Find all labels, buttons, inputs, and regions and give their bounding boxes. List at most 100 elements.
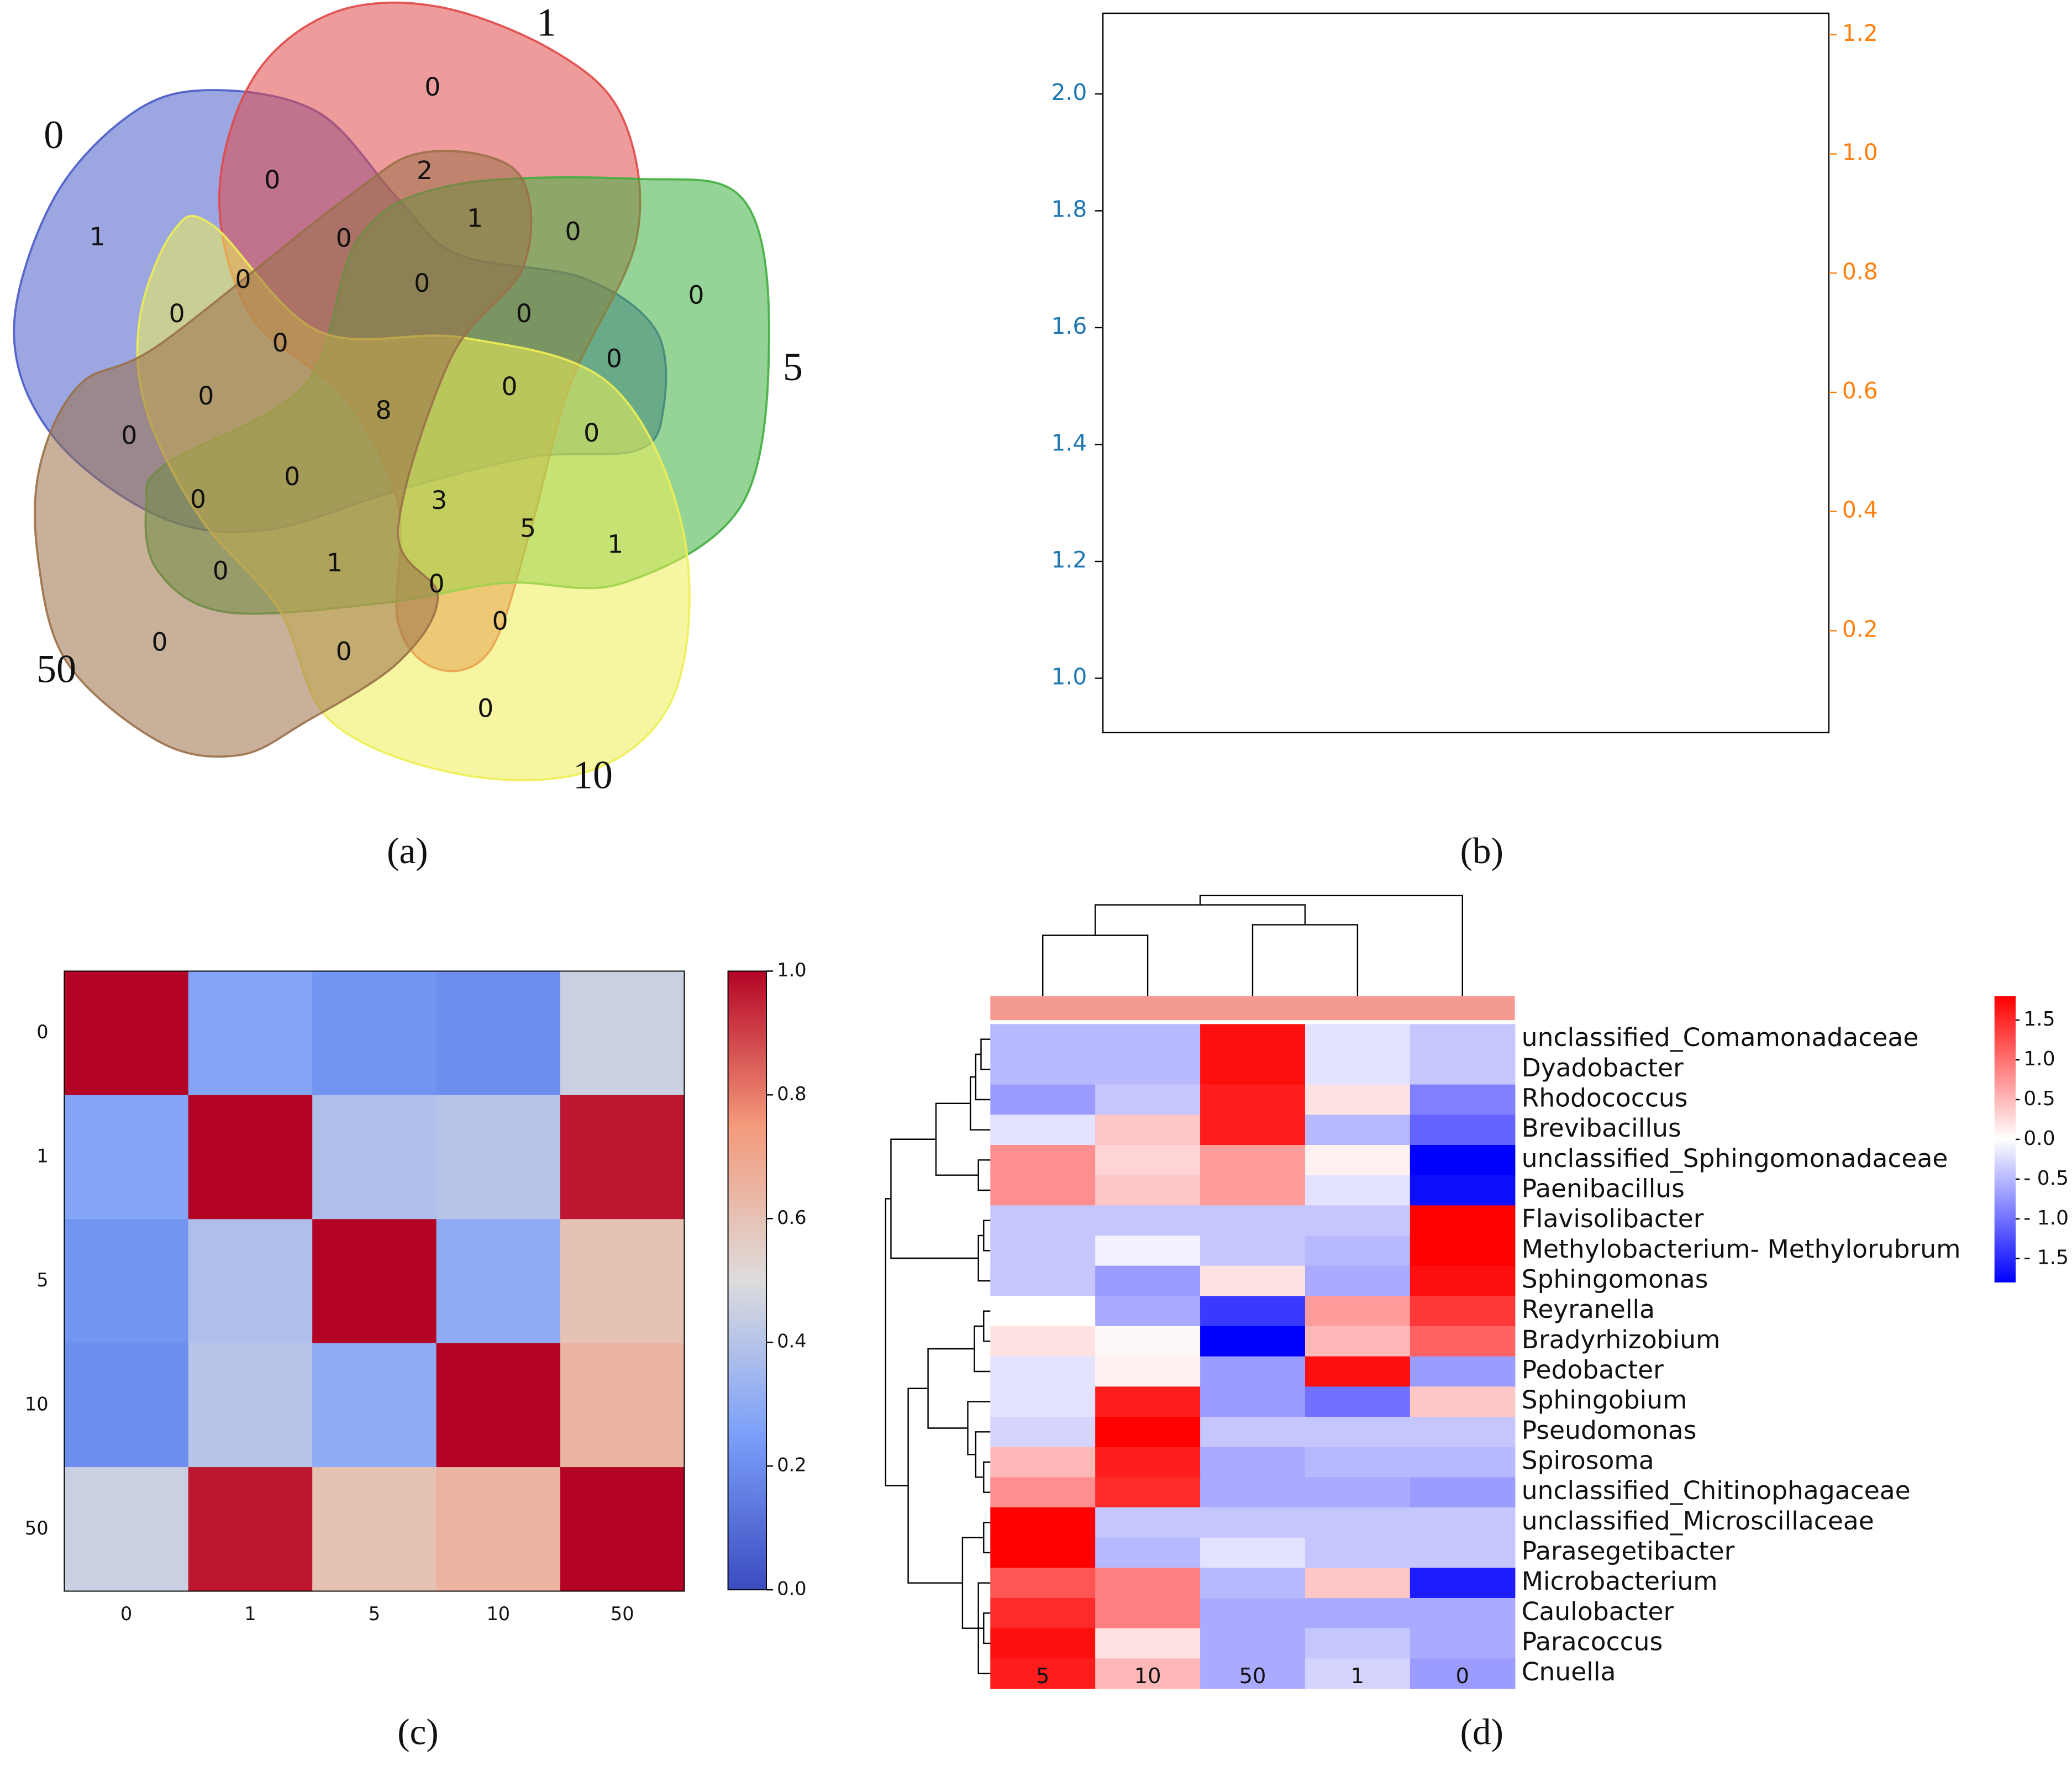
heat-cell xyxy=(990,1386,1096,1417)
heat-cell xyxy=(436,1095,561,1220)
x-tick-label: 50 xyxy=(611,1603,634,1625)
colorbar-tick-label: 0.8 xyxy=(777,1083,806,1105)
heat-cell xyxy=(1305,1296,1411,1327)
region-count: 5 xyxy=(520,514,536,543)
heat-cell xyxy=(1410,1597,1516,1629)
y-tick-label: 1 xyxy=(36,1145,48,1167)
heat-cell xyxy=(1305,1265,1411,1297)
colorbar-tick-label: - 0.5 xyxy=(2023,1167,2069,1190)
heat-cell xyxy=(1410,1507,1516,1538)
heat-cell xyxy=(1200,1205,1306,1236)
heat-cell xyxy=(1410,1024,1516,1055)
heat-cell xyxy=(1305,1145,1411,1176)
row-label: unclassified_Sphingomonadaceae xyxy=(1522,1144,1948,1173)
venn-set xyxy=(33,150,533,758)
heat-cell xyxy=(1200,1145,1306,1176)
region-count: 0 xyxy=(477,694,493,723)
dendrogram-branch xyxy=(983,1522,991,1554)
heat-cell xyxy=(1200,1658,1306,1689)
heat-cell xyxy=(1305,1386,1411,1417)
heat-cell xyxy=(64,1219,189,1344)
dendrogram-branch xyxy=(1199,895,1463,996)
y-tick-label: 1.2 xyxy=(1051,546,1087,573)
panel-label: (a) xyxy=(387,830,428,871)
heat-cell xyxy=(990,1507,1096,1538)
x-tick-label: 5 xyxy=(369,1603,380,1625)
heat-cell xyxy=(64,1467,189,1592)
heat-cell xyxy=(1410,1115,1516,1145)
dendrogram-branch xyxy=(975,1053,991,1101)
heat-cell xyxy=(990,1145,1096,1176)
row-label: Flavisolibacter xyxy=(1522,1204,1704,1233)
set-label: 0 xyxy=(44,113,64,157)
row-label: unclassified_Comamonadaceae xyxy=(1522,1023,1919,1052)
colorbar-tick-label: - 1.0 xyxy=(2023,1207,2069,1229)
heat-cell xyxy=(990,1477,1096,1508)
y2-tick-label: 0.6 xyxy=(1842,377,1878,404)
heat-cell xyxy=(1305,1477,1411,1508)
heat-cell xyxy=(1305,1024,1411,1055)
heat-cell xyxy=(1410,1628,1516,1659)
row-label: unclassified_Chitinophagaceae xyxy=(1522,1476,1911,1505)
heat-cell xyxy=(1095,1628,1201,1659)
heat-cell xyxy=(1200,1296,1306,1327)
heat-cell xyxy=(1305,1236,1411,1266)
dendrogram-branch xyxy=(975,1431,991,1478)
y-tick-label: 1.8 xyxy=(1051,196,1087,222)
dendrogram-branch xyxy=(974,1325,991,1373)
heat-cell xyxy=(1095,1507,1201,1538)
heat-cell xyxy=(1200,1356,1306,1387)
region-count: 0 xyxy=(688,281,704,310)
region-count: 8 xyxy=(376,396,392,425)
heat-cell xyxy=(1305,1416,1411,1448)
dendrogram-branch xyxy=(983,1461,991,1493)
heat-cell xyxy=(1305,1084,1411,1116)
heat-cell xyxy=(990,1084,1096,1116)
heat-cell xyxy=(1305,1597,1411,1629)
region-count: 0 xyxy=(272,328,288,358)
heat-cell xyxy=(990,1205,1096,1236)
heat-cell xyxy=(1200,1265,1306,1297)
heat-cell xyxy=(1305,1537,1411,1569)
heat-cell xyxy=(990,1658,1096,1689)
dendrogram-branch xyxy=(983,1220,991,1252)
heat-cell xyxy=(1200,1447,1306,1478)
heat-cell xyxy=(1095,1024,1201,1055)
y2-tick-label: 1.2 xyxy=(1842,20,1878,46)
plot-frame xyxy=(64,970,685,1592)
heat-cell xyxy=(436,971,561,1096)
colorbar xyxy=(727,970,767,1591)
y-tick-label: 2.0 xyxy=(1051,79,1087,106)
set-label: 50 xyxy=(36,647,76,691)
colorbar-tick-label: 0.6 xyxy=(777,1207,806,1228)
y2-tick-label: 0.2 xyxy=(1842,616,1878,642)
heat-cell xyxy=(1410,1236,1516,1266)
row-label: Spirosoma xyxy=(1522,1446,1654,1475)
colorbar-tick-label: 1.0 xyxy=(2023,1048,2055,1070)
heat-cell xyxy=(990,1175,1096,1206)
heat-cell xyxy=(1200,1175,1306,1206)
dendrogram-branch xyxy=(1251,924,1359,996)
heat-cell xyxy=(1200,1568,1306,1599)
heat-cell xyxy=(436,1467,561,1592)
heat-cell xyxy=(990,1054,1096,1085)
region-count: 0 xyxy=(284,462,300,491)
heat-cell xyxy=(990,1356,1096,1387)
row-label: Cnuella xyxy=(1522,1657,1616,1686)
heat-cell xyxy=(990,1296,1096,1327)
region-count: 3 xyxy=(431,486,447,515)
heat-cell xyxy=(990,1236,1096,1266)
dendrogram-branch xyxy=(983,1612,991,1644)
region-count: 2 xyxy=(417,156,433,185)
heat-cell xyxy=(1200,1386,1306,1417)
region-count: 0 xyxy=(121,421,137,450)
heat-cell xyxy=(1305,1054,1411,1085)
heat-cell xyxy=(990,1597,1096,1629)
heat-cell xyxy=(1410,1658,1516,1689)
dendrogram-branch xyxy=(1094,904,1306,935)
heat-cell xyxy=(1305,1356,1411,1387)
heat-cell xyxy=(990,1416,1096,1448)
heat-cell xyxy=(1095,1296,1201,1327)
heat-cell xyxy=(1410,1326,1516,1357)
heat-cell xyxy=(1305,1628,1411,1659)
